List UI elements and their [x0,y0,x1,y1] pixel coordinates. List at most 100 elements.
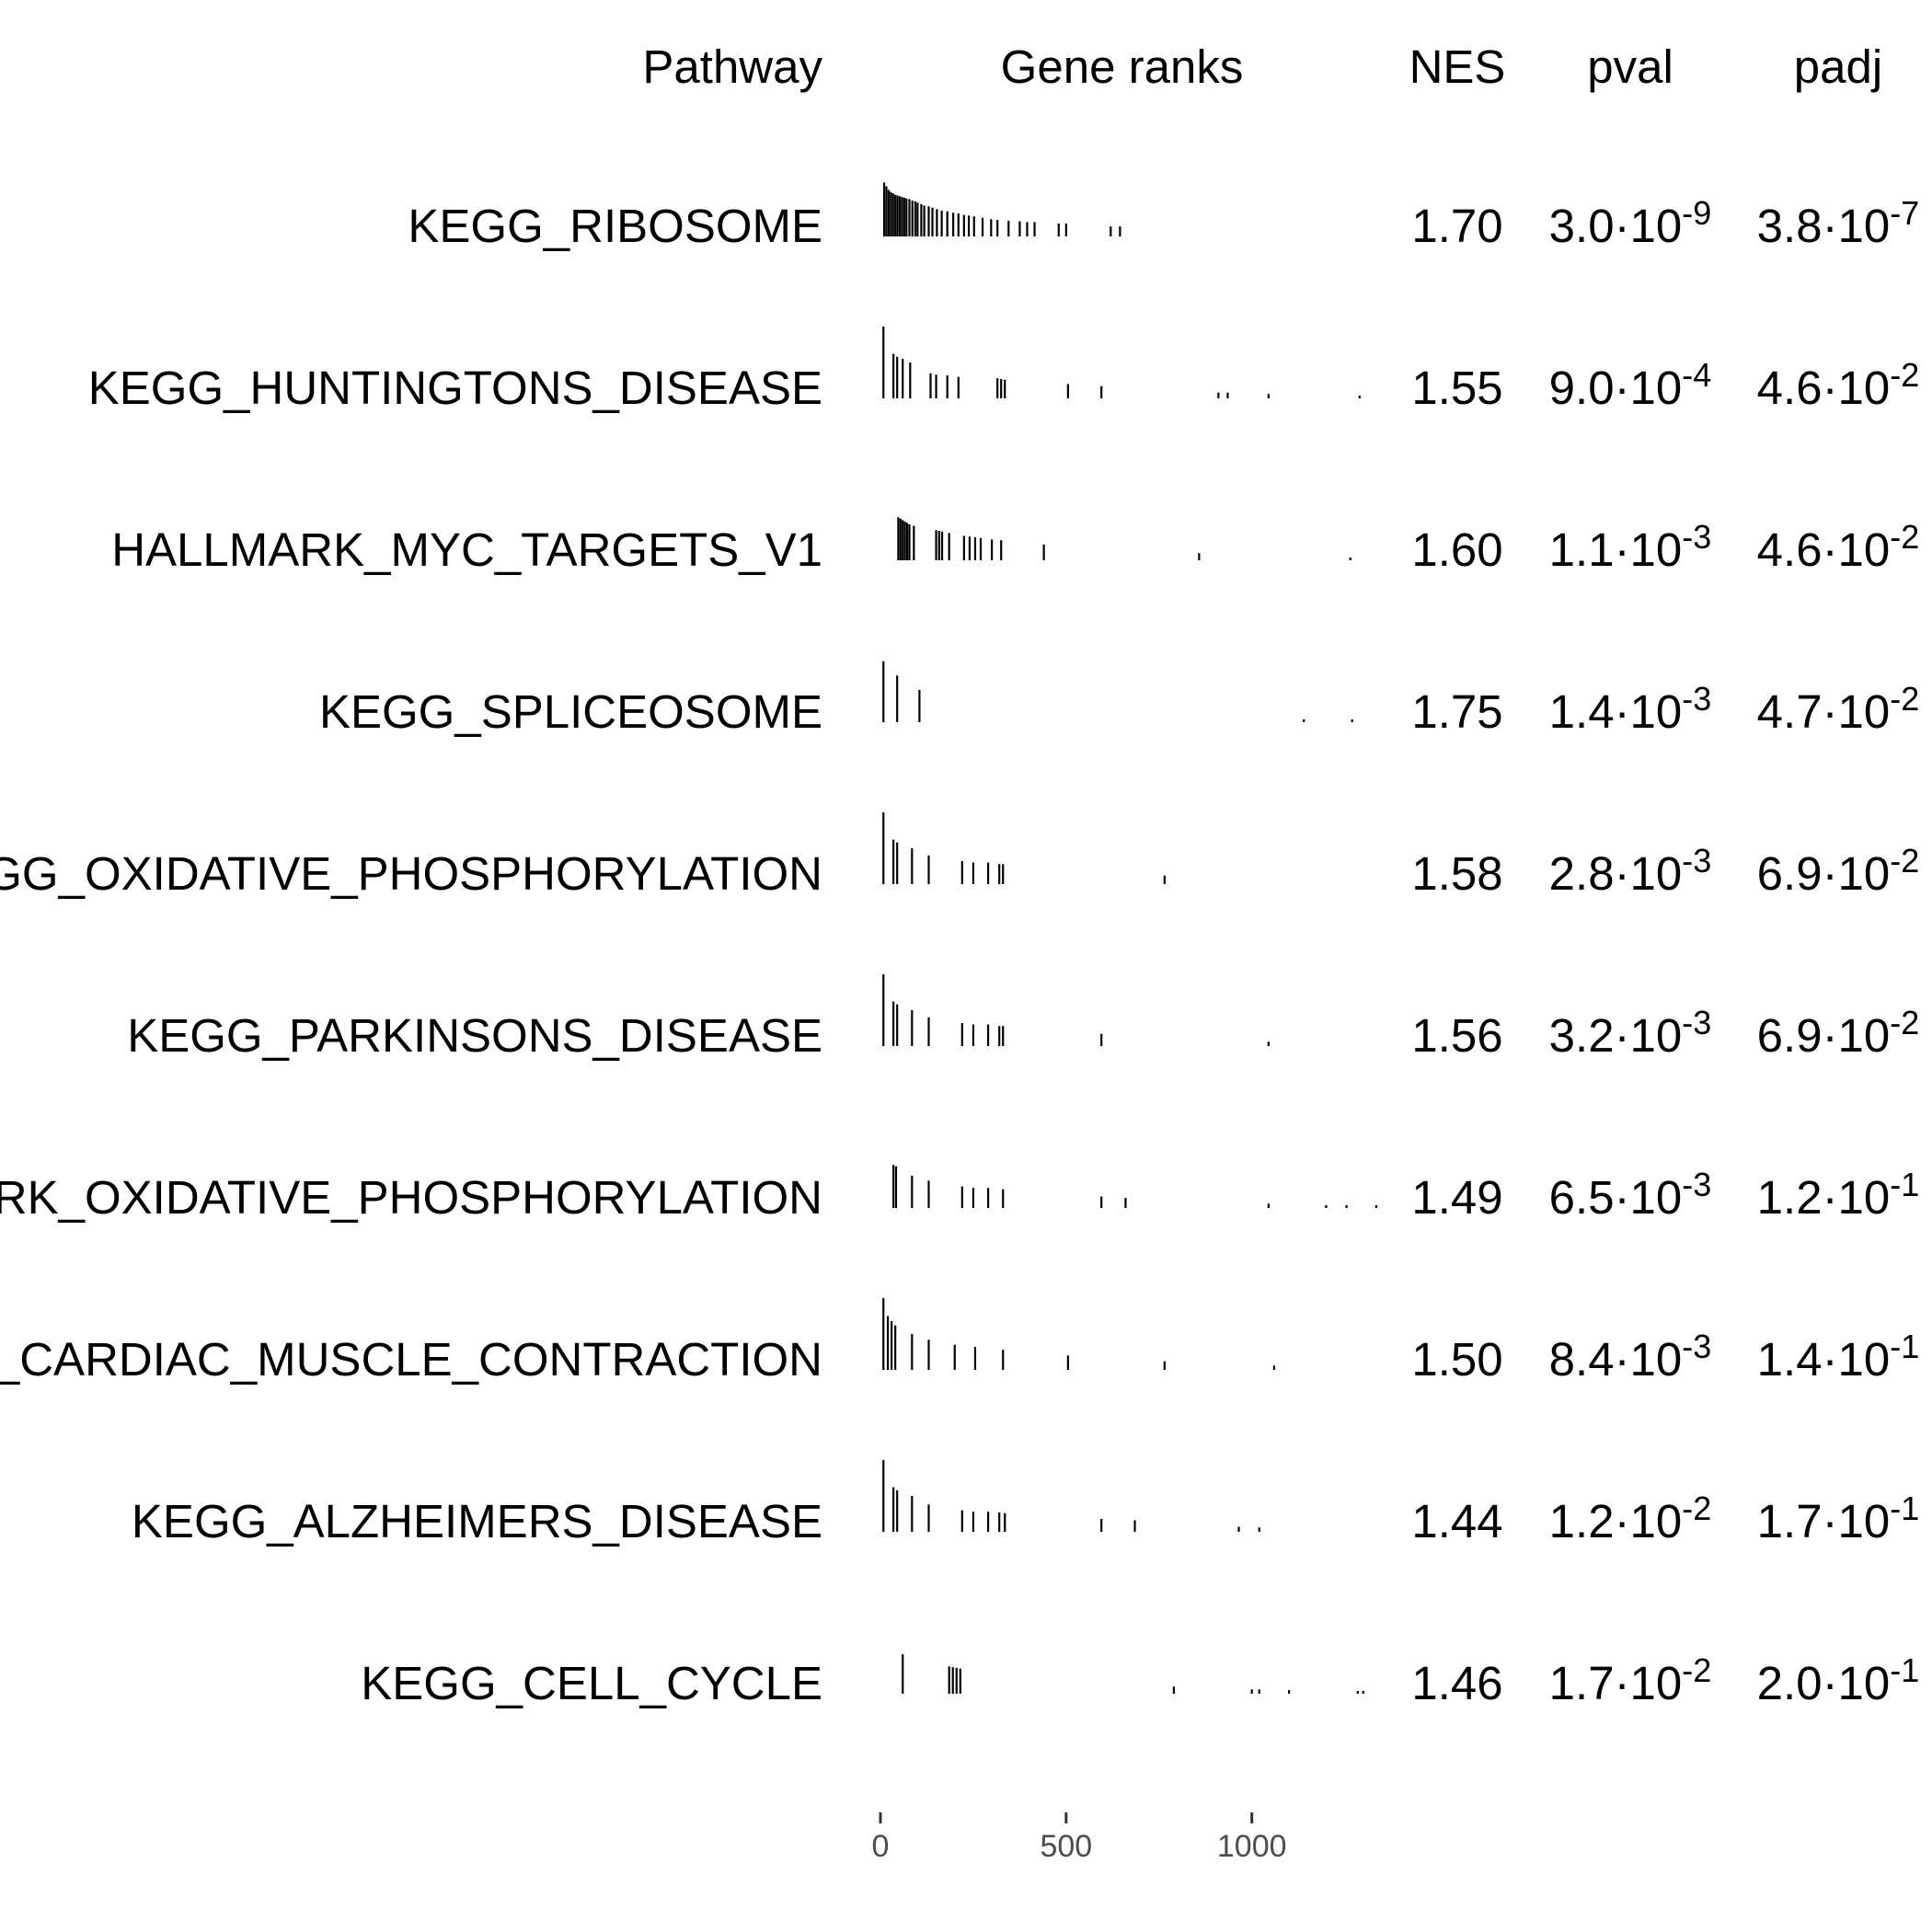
padj-value-base: ·10 [1823,523,1891,576]
padj-value-mantissa: 4.6 [1757,362,1823,414]
pval-value: 1.4·10-3 [1549,680,1712,738]
padj-value: 1.7·10-1 [1757,1489,1920,1547]
padj-value-base: ·10 [1823,685,1891,738]
header-nes: NES [1409,40,1506,93]
pathway-row: KEGG_ALZHEIMERS_DISEASE 1.44 1.2·10-2 1.7·1… [132,1460,1919,1547]
padj-value-exponent: -7 [1890,194,1919,232]
pval-value-exponent: -2 [1682,1489,1711,1527]
padj-value-mantissa: 4.7 [1757,685,1823,738]
header-gene-ranks: Gene ranks [1001,40,1244,93]
pathway-label: KEGG_CARDIAC_MUSCLE_CONTRACTION [0,1333,822,1386]
nes-value: 1.49 [1411,1171,1502,1224]
padj-value-mantissa: 4.6 [1757,523,1823,576]
pval-value-base: ·10 [1615,1333,1683,1386]
pval-value-mantissa: 9.0 [1549,362,1615,414]
pathway-label: HALLMARK_MYC_TARGETS_V1 [111,523,822,576]
header-padj: padj [1794,40,1882,93]
pval-value-exponent: -3 [1682,1166,1711,1203]
padj-value-exponent: -2 [1890,1004,1919,1041]
pval-value-mantissa: 1.4 [1549,685,1615,738]
pval-value-exponent: -2 [1682,1651,1711,1689]
padj-value-exponent: -1 [1890,1328,1919,1365]
gene-ranks-x-axis: 0 500 1000 [872,1812,1287,1864]
pval-value: 3.2·10-3 [1549,1004,1712,1062]
pathway-label: KEGG_RIBOSOME [408,200,822,252]
x-tick-label: 500 [1040,1829,1092,1864]
padj-value-base: ·10 [1823,1657,1891,1709]
padj-value-base: ·10 [1823,847,1891,900]
pval-value-mantissa: 1.7 [1549,1657,1615,1709]
nes-value: 1.55 [1411,362,1502,414]
padj-value-mantissa: 3.8 [1757,200,1823,252]
pathway-row: KEGG_OXIDATIVE_PHOSPHORYLATION 1.58 2.8·10… [0,812,1919,900]
padj-value-base: ·10 [1823,362,1891,414]
padj-value-exponent: -1 [1890,1166,1919,1203]
pval-value-mantissa: 6.5 [1549,1171,1615,1224]
pval-value-base: ·10 [1615,1009,1683,1062]
padj-value-base: ·10 [1823,1333,1891,1386]
pval-value-exponent: -3 [1682,1004,1711,1041]
pval-value-base: ·10 [1615,200,1683,252]
padj-value-mantissa: 1.4 [1757,1333,1823,1386]
padj-value-exponent: -2 [1890,518,1919,556]
padj-value: 4.6·10-2 [1757,518,1920,576]
pval-value: 9.0·10-4 [1549,356,1712,414]
padj-value: 2.0·10-1 [1757,1651,1920,1709]
padj-value: 6.9·10-2 [1757,842,1920,900]
nes-value: 1.60 [1411,523,1502,576]
pval-value-base: ·10 [1615,1657,1683,1709]
pval-value-base: ·10 [1615,1171,1683,1224]
pathway-row: HALLMARK_MYC_TARGETS_V1 1.60 1.1·10-3 4.6·1… [111,517,1919,576]
pval-value-mantissa: 1.1 [1549,523,1615,576]
pval-value-exponent: -3 [1682,1328,1711,1365]
nes-value: 1.70 [1411,200,1502,252]
pathway-row: KEGG_PARKINSONS_DISEASE 1.56 3.2·10-3 6.9·1… [127,974,1919,1062]
nes-value: 1.75 [1411,685,1502,738]
pval-value: 1.1·10-3 [1549,518,1712,576]
pval-value: 3.0·10-9 [1549,194,1712,252]
nes-value: 1.56 [1411,1009,1502,1062]
padj-value: 6.9·10-2 [1757,1004,1920,1062]
padj-value-mantissa: 2.0 [1757,1657,1823,1709]
padj-value-exponent: -1 [1890,1489,1919,1527]
padj-value-base: ·10 [1823,1009,1891,1062]
padj-value-base: ·10 [1823,200,1891,252]
padj-value: 4.6·10-2 [1757,356,1920,414]
pathway-row: KEGG_CELL_CYCLE 1.46 1.7·10-2 2.0·10-1 [361,1651,1919,1709]
padj-value-base: ·10 [1823,1495,1891,1547]
pval-value-exponent: -9 [1682,194,1711,232]
pval-value-base: ·10 [1615,1495,1683,1547]
padj-value-mantissa: 1.7 [1757,1495,1823,1547]
padj-value: 3.8·10-7 [1757,194,1920,252]
pathway-label: KEGG_SPLICEOSOME [319,685,822,738]
nes-value: 1.50 [1411,1333,1502,1386]
pathway-row: KEGG_CARDIAC_MUSCLE_CONTRACTION 1.50 8.4·1… [0,1298,1919,1386]
pval-value-mantissa: 3.2 [1549,1009,1615,1062]
pathway-label: HALLMARK_OXIDATIVE_PHOSPHORYLATION [0,1171,822,1224]
padj-value-mantissa: 6.9 [1757,1009,1823,1062]
pathway-rows: KEGG_RIBOSOME 1.70 3.0·10-9 3.8·10-7KEGG_HU… [0,182,1920,1709]
padj-value-exponent: -2 [1890,680,1919,718]
padj-value-base: ·10 [1823,1171,1891,1224]
pathway-row: KEGG_RIBOSOME 1.70 3.0·10-9 3.8·10-7 [408,182,1920,252]
nes-value: 1.44 [1411,1495,1502,1547]
padj-value: 1.4·10-1 [1757,1328,1920,1386]
x-tick-label: 1000 [1217,1829,1287,1864]
column-headers: Pathway Gene ranks NES pval padj [642,40,1882,93]
pval-value-exponent: -3 [1682,680,1711,718]
pval-value-mantissa: 1.2 [1549,1495,1615,1547]
padj-value-exponent: -2 [1890,842,1919,880]
pval-value: 8.4·10-3 [1549,1328,1712,1386]
header-pval: pval [1587,40,1673,93]
pathway-row: KEGG_HUNTINGTONS_DISEASE 1.55 9.0·10-4 4.6·… [88,327,1920,414]
pval-value-exponent: -3 [1682,518,1711,556]
pval-value-mantissa: 3.0 [1549,200,1615,252]
pval-value-base: ·10 [1615,847,1683,900]
pval-value-exponent: -3 [1682,842,1711,880]
padj-value: 1.2·10-1 [1757,1166,1920,1224]
pval-value: 1.7·10-2 [1549,1651,1712,1709]
pval-value-base: ·10 [1615,685,1683,738]
nes-value: 1.58 [1411,847,1502,900]
pathway-row: KEGG_SPLICEOSOME 1.75 1.4·10-3 4.7·10-2 [319,661,1919,738]
